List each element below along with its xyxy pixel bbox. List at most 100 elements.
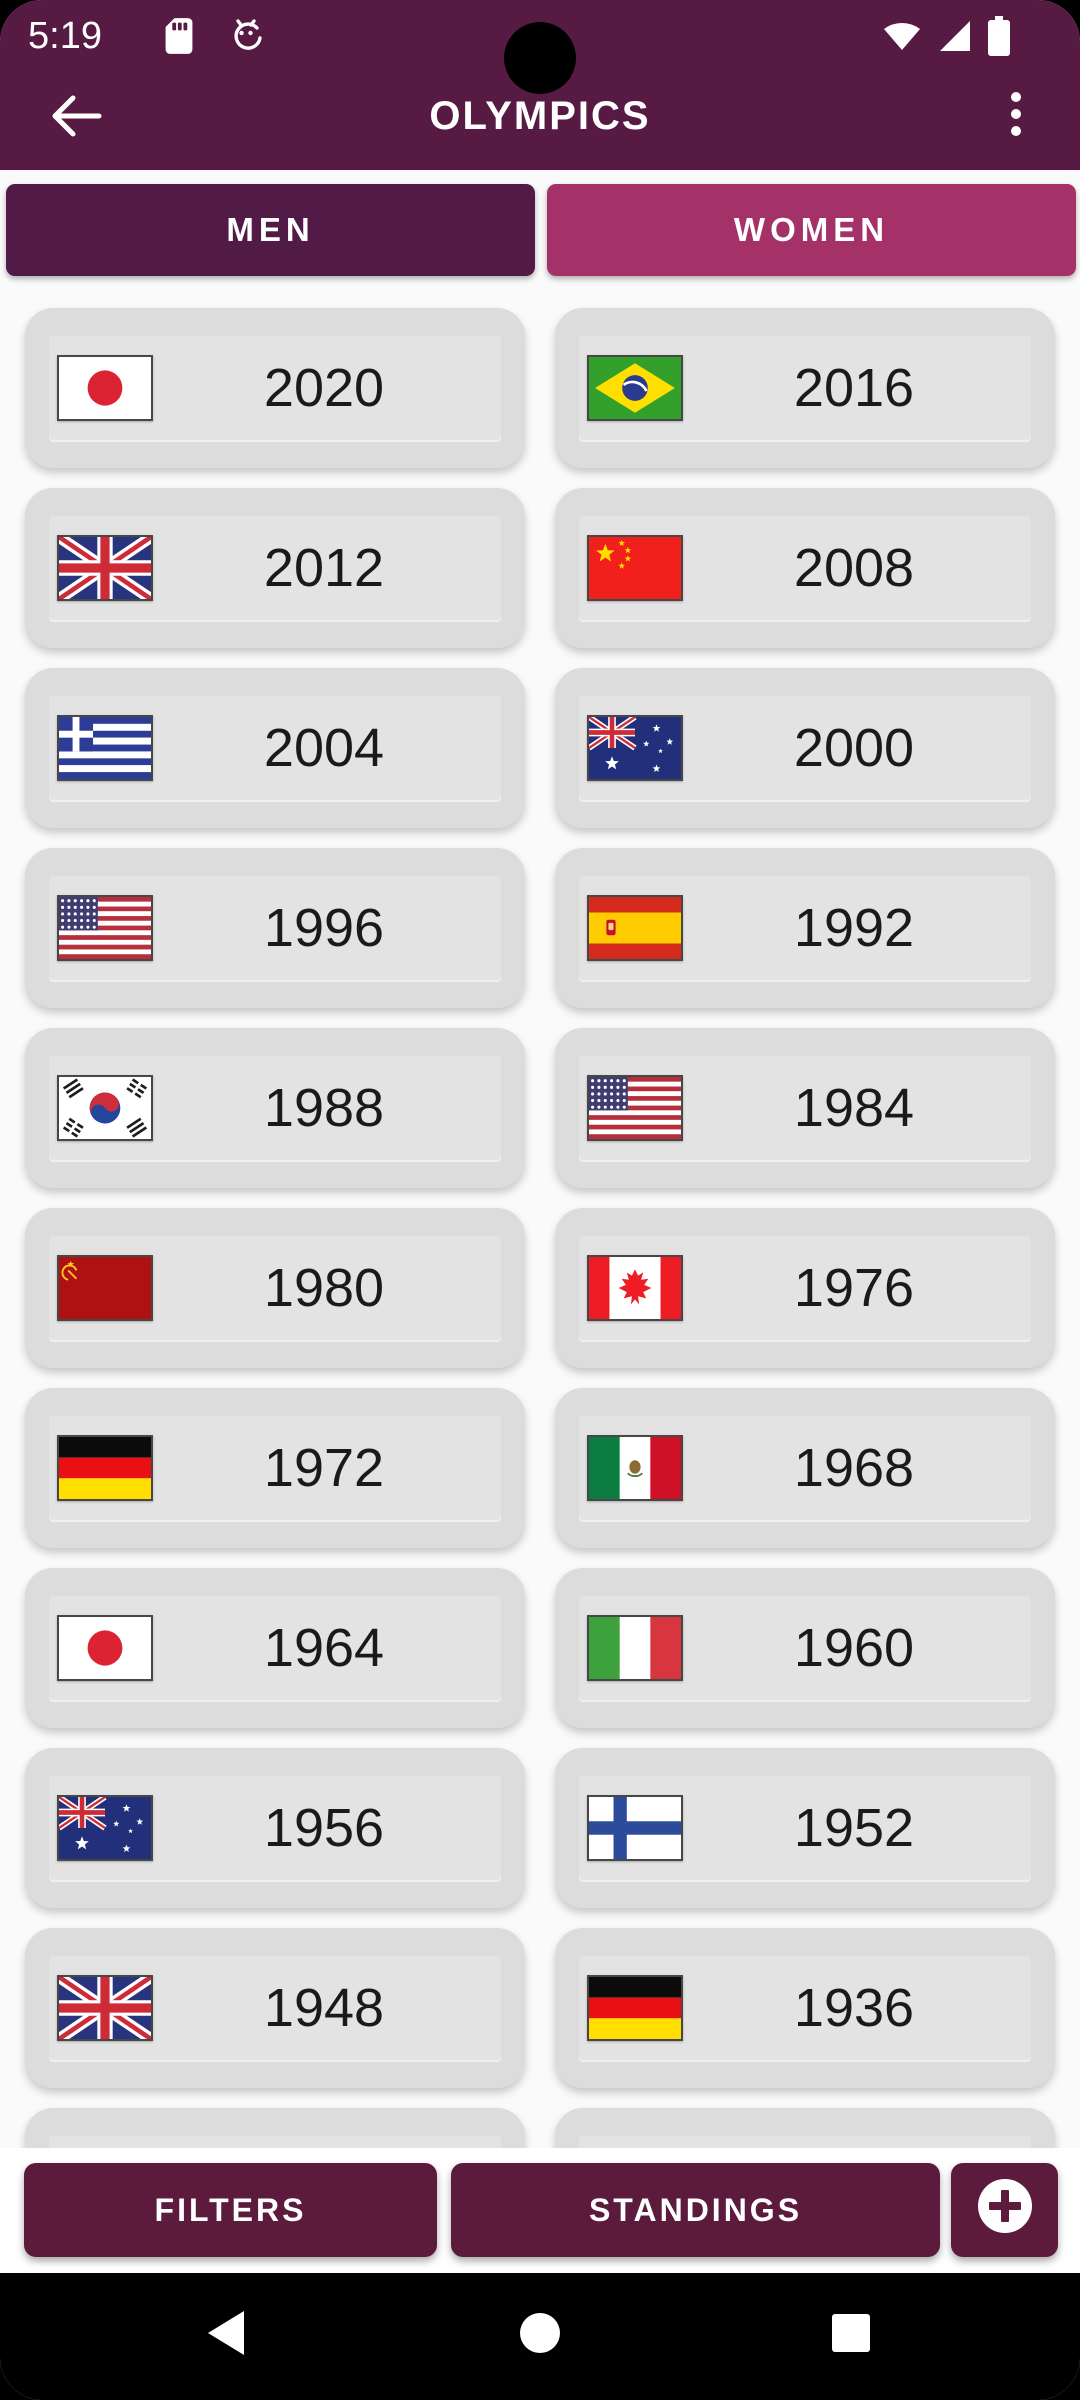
recents-square-icon [831, 2313, 871, 2358]
year-label: 1988 [263, 1078, 385, 1138]
year-card-inner: 2016 [579, 336, 1031, 440]
home-circle-icon [519, 2312, 561, 2359]
year-card[interactable]: 1948 [25, 1928, 525, 2088]
year-label: 1960 [793, 1618, 915, 1678]
usa-flag-icon [587, 1075, 683, 1141]
plus-icon [977, 2178, 1033, 2242]
year-card[interactable]: 2012 [25, 488, 525, 648]
year-label: 1992 [793, 898, 915, 958]
year-card-inner: 2008 [579, 516, 1031, 620]
year-label: 2008 [793, 538, 915, 598]
year-card-inner: 1976 [579, 1236, 1031, 1340]
sim-card-icon [164, 17, 194, 55]
year-card-inner: 1992 [579, 876, 1031, 980]
year-card[interactable]: 1960 [555, 1568, 1055, 1728]
year-card-inner: 1952 [579, 1776, 1031, 1880]
year-label: 1948 [263, 1978, 385, 2038]
usa-flag-icon [57, 895, 153, 961]
year-card[interactable]: 2008 [555, 488, 1055, 648]
year-card[interactable]: 1992 [555, 848, 1055, 1008]
brazil-flag-icon [587, 355, 683, 421]
uk-flag-icon [57, 535, 153, 601]
year-card-inner: 1968 [579, 1416, 1031, 1520]
years-grid: 2020 2016 2012 2008 2 [25, 308, 1055, 2268]
year-card[interactable]: 2020 [25, 308, 525, 468]
year-card-inner: 1956 [49, 1776, 501, 1880]
android-robot-icon [228, 16, 264, 56]
gender-tabs: MEN WOMEN [6, 184, 1076, 276]
south-korea-flag-icon [57, 1075, 153, 1141]
year-card-inner: 1960 [579, 1596, 1031, 1700]
nav-recents-button[interactable] [811, 2275, 891, 2395]
year-card-inner: 1964 [49, 1596, 501, 1700]
tab-men[interactable]: MEN [6, 184, 535, 276]
year-card-inner: 1972 [49, 1416, 501, 1520]
year-card[interactable]: 1988 [25, 1028, 525, 1188]
filters-button[interactable]: FILTERS [24, 2163, 437, 2257]
italy-flag-icon [587, 1615, 683, 1681]
year-card[interactable]: 1976 [555, 1208, 1055, 1368]
year-card-inner: 1980 [49, 1236, 501, 1340]
year-label: 2012 [263, 538, 385, 598]
year-card[interactable]: 1980 [25, 1208, 525, 1368]
greece-flag-icon [57, 715, 153, 781]
year-card-inner: 2012 [49, 516, 501, 620]
australia-flag-icon [587, 715, 683, 781]
app-bar: OLYMPICS [0, 72, 1080, 160]
year-card-inner: 2000 [579, 696, 1031, 800]
year-card[interactable]: 1964 [25, 1568, 525, 1728]
year-label: 1968 [793, 1438, 915, 1498]
year-card[interactable]: 1956 [25, 1748, 525, 1908]
germany-flag-icon [587, 1975, 683, 2041]
android-nav-bar [0, 2273, 1080, 2400]
battery-icon [988, 16, 1010, 56]
year-label: 2000 [793, 718, 915, 778]
year-card[interactable]: 1936 [555, 1928, 1055, 2088]
year-card-inner: 1948 [49, 1956, 501, 2060]
year-card[interactable]: 1952 [555, 1748, 1055, 1908]
year-card-inner: 2004 [49, 696, 501, 800]
kebab-menu-icon [1010, 90, 1022, 145]
canada-flag-icon [587, 1255, 683, 1321]
year-card[interactable]: 1972 [25, 1388, 525, 1548]
back-button[interactable] [42, 86, 112, 150]
back-triangle-icon [206, 2310, 246, 2361]
year-card[interactable]: 2004 [25, 668, 525, 828]
year-card[interactable]: 1984 [555, 1028, 1055, 1188]
japan-flag-icon [57, 1615, 153, 1681]
camera-cutout [504, 22, 576, 94]
japan-flag-icon [57, 355, 153, 421]
year-label: 1980 [263, 1258, 385, 1318]
standings-button[interactable]: STANDINGS [451, 2163, 940, 2257]
year-card[interactable]: 2016 [555, 308, 1055, 468]
year-card-inner: 2020 [49, 336, 501, 440]
year-card-inner: 1996 [49, 876, 501, 980]
cell-signal-icon [938, 19, 972, 53]
year-label: 1976 [793, 1258, 915, 1318]
year-card[interactable]: 1968 [555, 1388, 1055, 1548]
china-flag-icon [587, 535, 683, 601]
year-label: 2020 [263, 358, 385, 418]
year-card[interactable]: 1996 [25, 848, 525, 1008]
nav-back-button[interactable] [186, 2275, 266, 2395]
overflow-menu-button[interactable] [988, 82, 1044, 152]
status-time: 5:19 [28, 14, 102, 57]
app-header: 5:19 OLYMPICS [0, 0, 1080, 170]
year-card-inner: 1988 [49, 1056, 501, 1160]
ussr-flag-icon [57, 1255, 153, 1321]
nav-home-button[interactable] [500, 2275, 580, 2395]
australia-flag-icon [57, 1795, 153, 1861]
add-button[interactable] [951, 2163, 1058, 2257]
year-card[interactable]: 2000 [555, 668, 1055, 828]
tab-women[interactable]: WOMEN [547, 184, 1076, 276]
arrow-left-icon [49, 92, 105, 145]
mexico-flag-icon [587, 1435, 683, 1501]
bottom-action-bar: FILTERS STANDINGS [0, 2148, 1080, 2273]
year-card-inner: 1984 [579, 1056, 1031, 1160]
germany-flag-icon [57, 1435, 153, 1501]
year-label: 1984 [793, 1078, 915, 1138]
year-card-inner: 1936 [579, 1956, 1031, 2060]
year-label: 1972 [263, 1438, 385, 1498]
uk-flag-icon [57, 1975, 153, 2041]
spain-flag-icon [587, 895, 683, 961]
